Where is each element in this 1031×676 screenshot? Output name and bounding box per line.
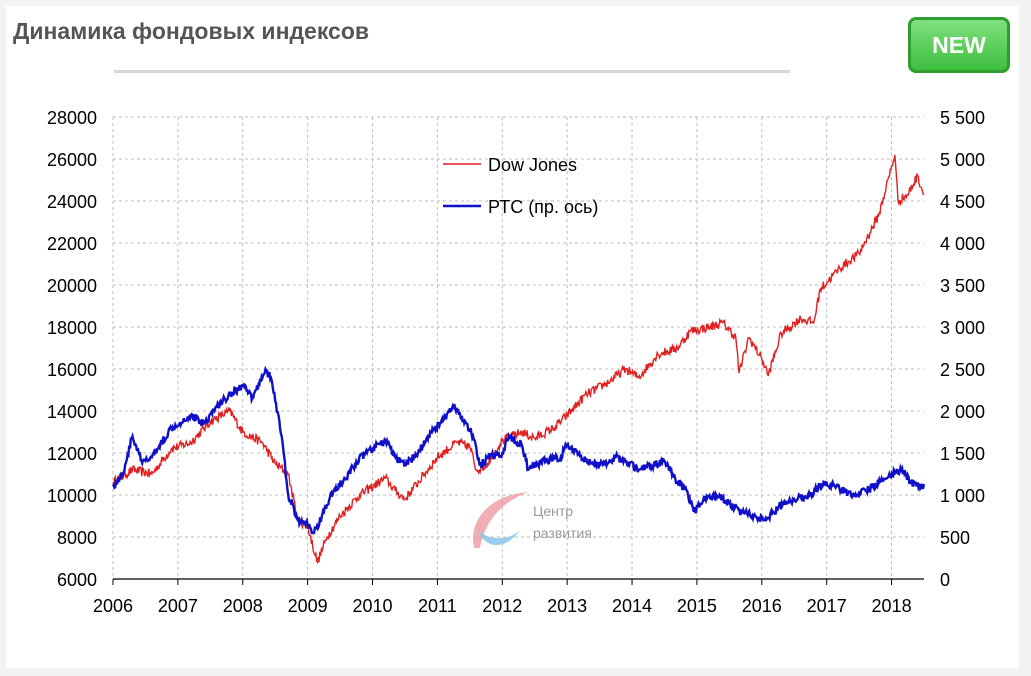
y-left-tick-label: 6000: [57, 570, 97, 590]
y-left-tick-label: 16000: [47, 360, 97, 380]
y-left-tick-label: 20000: [47, 276, 97, 296]
x-tick-label: 2017: [807, 596, 847, 616]
x-tick-label: 2016: [742, 596, 782, 616]
y-right-tick-label: 2 000: [940, 402, 985, 422]
y-right-tick-label: 4 500: [940, 192, 985, 212]
x-tick-label: 2018: [872, 596, 912, 616]
y-right-tick-label: 3 500: [940, 276, 985, 296]
x-tick-label: 2012: [482, 596, 522, 616]
y-left-tick-label: 28000: [47, 108, 97, 128]
y-right-tick-label: 1 500: [940, 444, 985, 464]
x-axis-labels: 2006 2007 2008 2009 2010 2011 2012 2013 2014 2015…: [93, 596, 912, 616]
y-right-tick-label: 5 500: [940, 108, 985, 128]
series-line-rts: [111, 365, 926, 535]
y-left-tick-label: 24000: [47, 192, 97, 212]
y-left-tick-label: 26000: [47, 150, 97, 170]
y-right-tick-label: 0: [940, 570, 950, 590]
x-tick-label: 2008: [223, 596, 263, 616]
y-axis-left-labels: 28000 26000 24000 22000 20000 18000 16000 14000…: [47, 108, 97, 590]
watermark-line1: Центр: [533, 503, 573, 519]
y-left-tick-label: 18000: [47, 318, 97, 338]
new-badge[interactable]: NEW: [908, 17, 1010, 73]
x-tick-label: 2015: [677, 596, 717, 616]
series-line-dow-jones: [112, 154, 925, 565]
y-right-tick-label: 2 500: [940, 360, 985, 380]
watermark-swoosh-blue-icon: [478, 530, 520, 546]
y-right-tick-label: 4 000: [940, 234, 985, 254]
chart-grid: [112, 116, 924, 579]
x-tick-label: 2007: [158, 596, 198, 616]
x-tick-label: 2009: [288, 596, 328, 616]
y-right-tick-label: 5 000: [940, 150, 985, 170]
page-title: Динамика фондовых индексов: [13, 18, 370, 44]
watermark-swoosh-red-icon: [473, 492, 528, 548]
y-left-tick-label: 12000: [47, 444, 97, 464]
x-tick-label: 2014: [612, 596, 652, 616]
x-tick-label: 2010: [352, 596, 392, 616]
y-axis-right-labels: 5 500 5 000 4 500 4 000 3 500 3 000 2 500 2 000…: [940, 108, 985, 590]
legend-label-rts: РТС (пр. ось): [488, 197, 598, 217]
x-tick-label: 2006: [93, 596, 133, 616]
y-left-tick-label: 22000: [47, 234, 97, 254]
y-right-tick-label: 1 000: [940, 486, 985, 506]
title-underline: [114, 70, 790, 73]
legend-label-dow-jones: Dow Jones: [488, 155, 577, 175]
chart-frame: [6, 6, 1019, 668]
legend: Dow Jones РТС (пр. ось): [443, 155, 598, 217]
x-tick-label: 2013: [547, 596, 587, 616]
watermark-line2: развития: [533, 525, 592, 541]
y-right-tick-label: 500: [940, 528, 970, 548]
y-left-tick-label: 14000: [47, 402, 97, 422]
watermark-logo: Центр развития: [473, 492, 592, 548]
x-tick-label: 2011: [418, 596, 457, 616]
y-left-tick-label: 8000: [57, 528, 97, 548]
chart-axes: [112, 578, 924, 585]
y-left-tick-label: 10000: [47, 486, 97, 506]
y-right-tick-label: 3 000: [940, 318, 985, 338]
